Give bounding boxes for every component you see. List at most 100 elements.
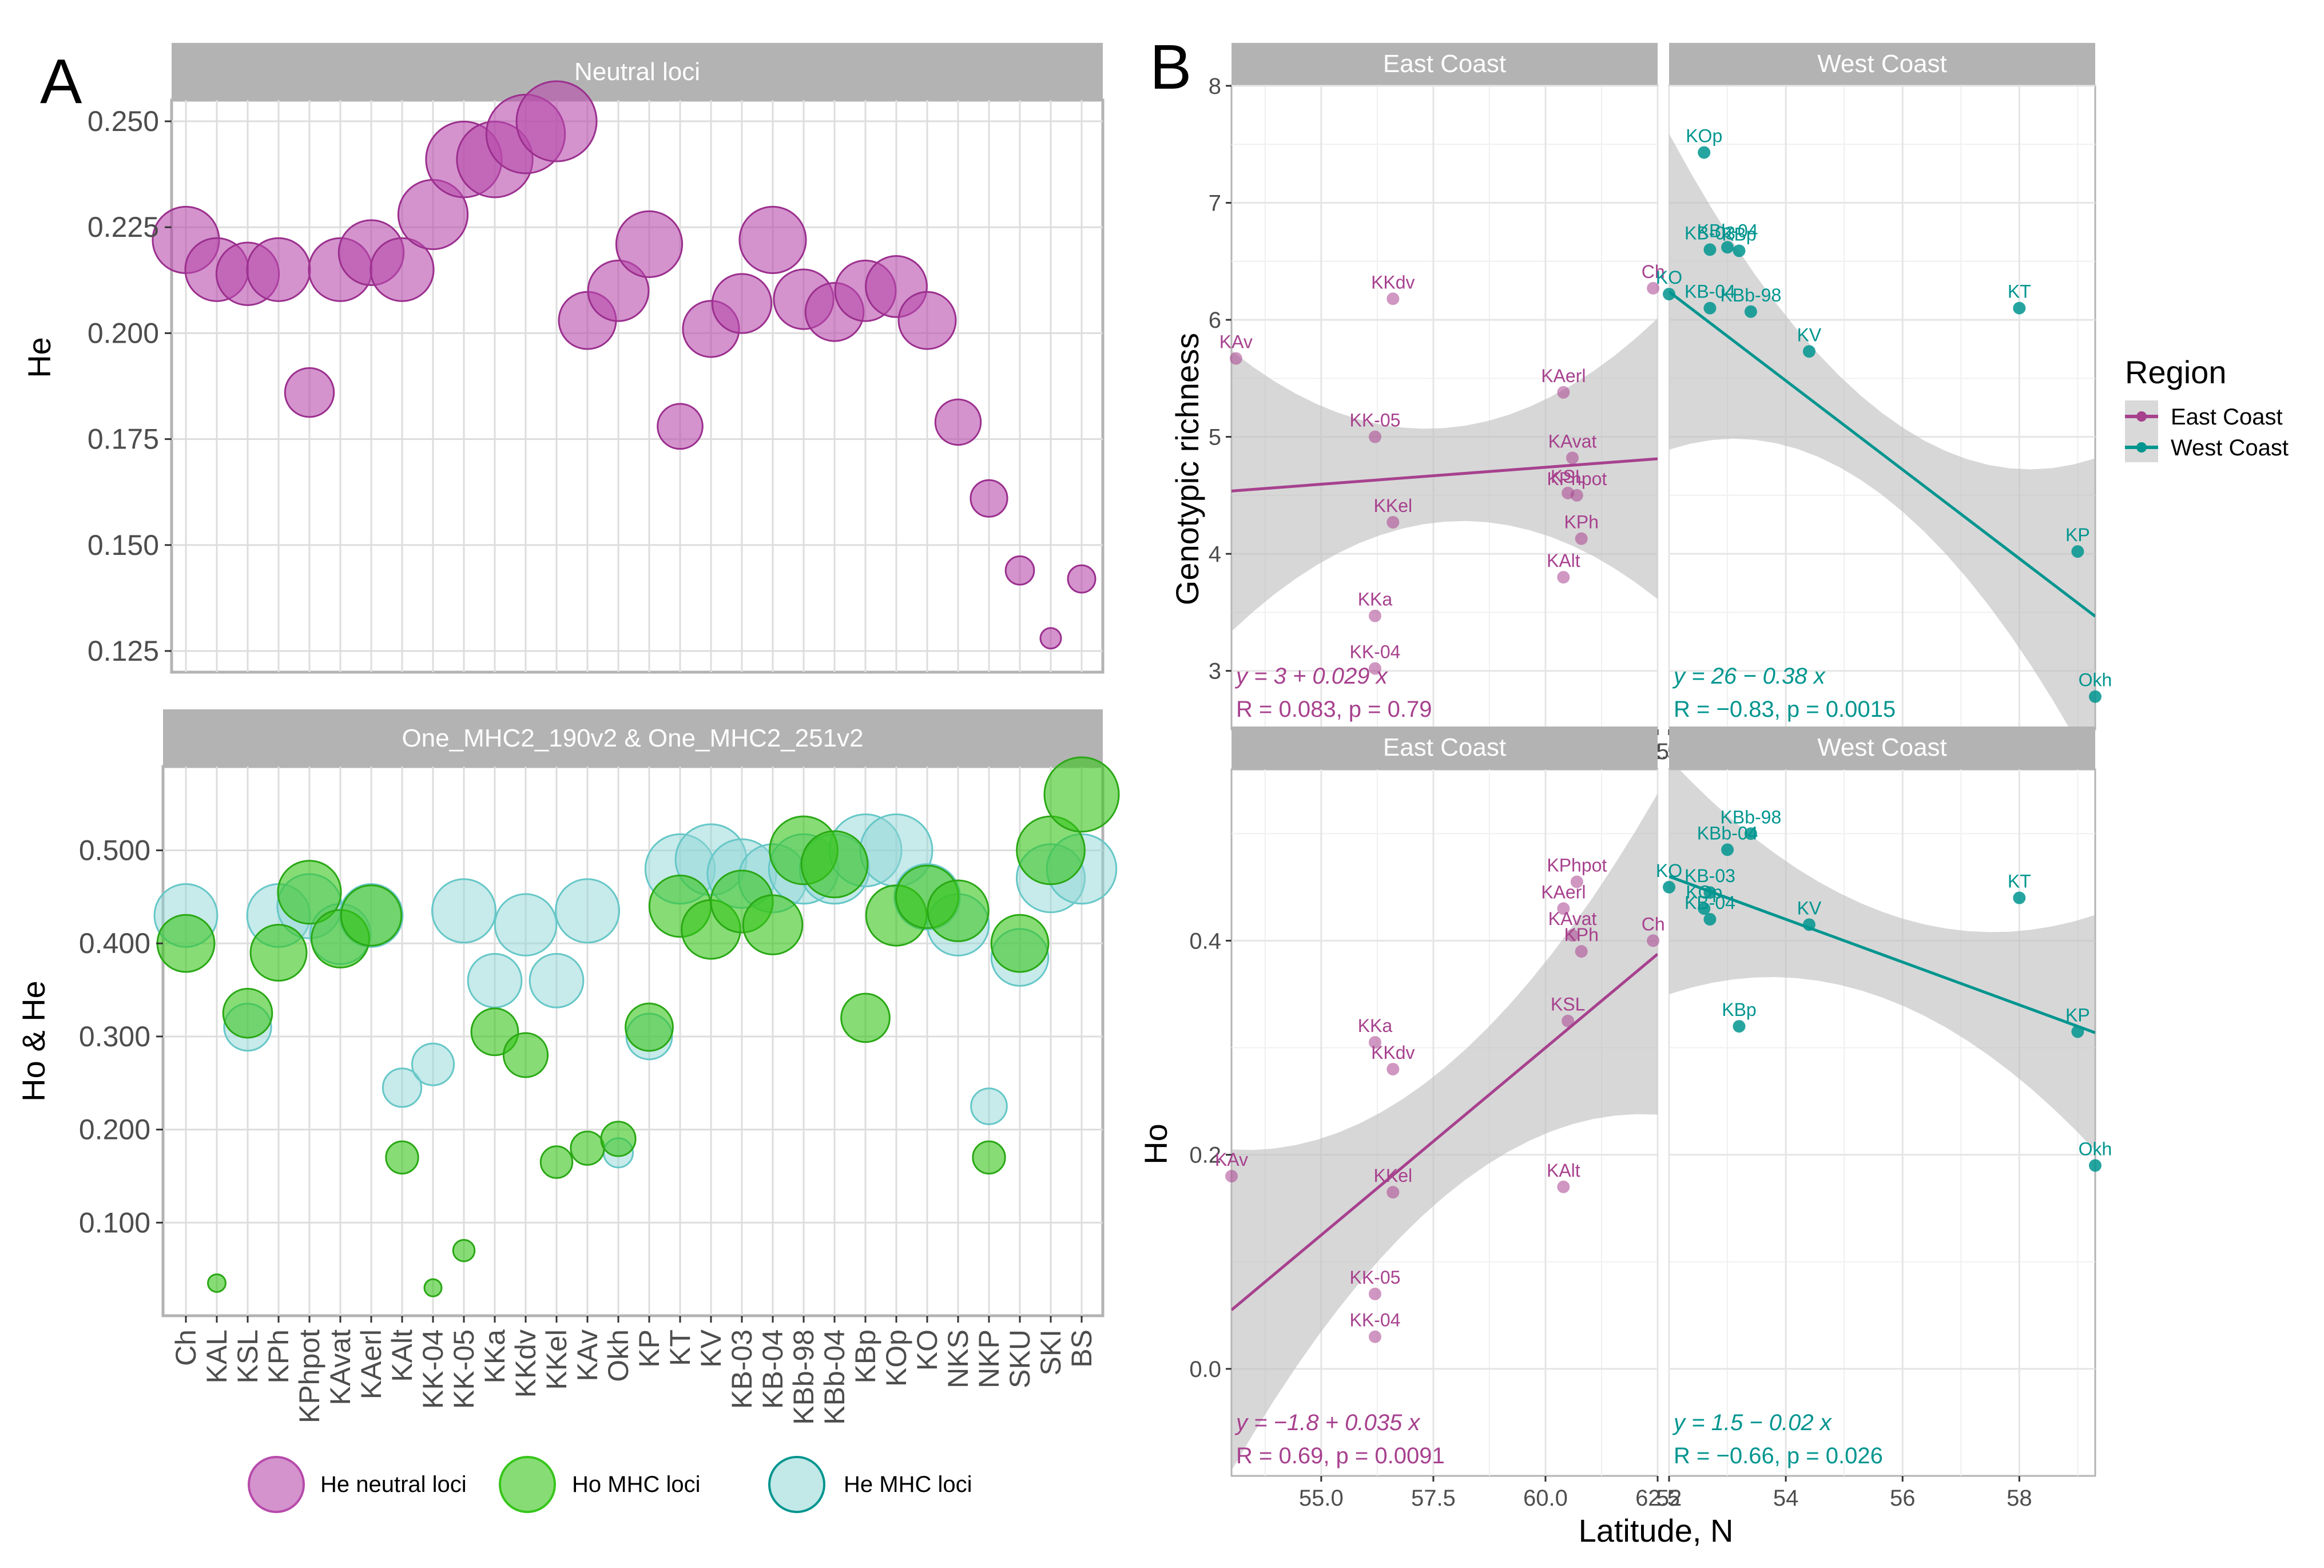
- point-he-neutral-sku: [1004, 555, 1035, 586]
- regression-stats-b-top-east: R = 0.083, p = 0.79: [1236, 697, 1432, 722]
- x-tick-label-kphpot: KPhpot: [293, 1329, 325, 1423]
- point-b-bottom-east-kph: [1575, 945, 1588, 958]
- point-b-bottom-west-kb-03: [1703, 886, 1717, 899]
- y-tick-label-0-200: 0.200: [88, 317, 159, 349]
- point-label-b-top-east-kphpot: KPhpot: [1547, 469, 1607, 489]
- regression-equation-b-bottom-west: y = 1.5 − 0.02 x: [1672, 1410, 1833, 1435]
- point-label-b-top-east-kkdv: KKdv: [1371, 272, 1415, 292]
- strip-mhc: [163, 709, 1103, 767]
- point-b-top-east-kphpot: [1570, 489, 1583, 502]
- x-tick-label-b-bottom-east-57-5: 57.5: [1411, 1486, 1456, 1511]
- point-he-neutral-kp: [615, 210, 684, 278]
- point-b-top-west-kv: [1802, 345, 1815, 358]
- point-b-bottom-east-kavat: [1566, 929, 1579, 942]
- point-ho-mhc-okh: [600, 1121, 637, 1157]
- y-tick-label-b-bottom-0-4: 0.4: [1189, 928, 1221, 954]
- point-b-top-west-ko: [1663, 288, 1675, 301]
- point-he-mhc-kkel: [529, 952, 585, 1009]
- y-ticks-a-bottom: 0.100 0.200 0.300 0.400 0.500: [79, 834, 163, 1238]
- point-he-neutral-bs: [1067, 564, 1097, 594]
- point-label-b-bottom-east-kalt: KAlt: [1547, 1160, 1580, 1181]
- point-ho-mhc-kbp: [840, 993, 891, 1043]
- confidence-band-b-bottom-west: [1669, 769, 2095, 1151]
- point-b-bottom-west-ko: [1663, 880, 1675, 894]
- point-label-b-bottom-east-ksl: KSL: [1551, 994, 1585, 1015]
- point-he-mhc-kalt: [382, 1067, 423, 1108]
- legend-dot-east: [2136, 411, 2147, 422]
- x-tick-label-kalt: KAlt: [386, 1329, 418, 1382]
- legend-swatch-he-neutral: [248, 1456, 305, 1513]
- regression-equation-b-top-east: y = 3 + 0.029 x: [1234, 664, 1389, 689]
- point-b-top-east-kkdv: [1387, 292, 1400, 305]
- x-tick-label-nkp: NKP: [973, 1329, 1005, 1388]
- point-ho-mhc-kkdv: [502, 1032, 549, 1078]
- y-tick-label-b-bottom-0-0: 0.0: [1189, 1357, 1221, 1382]
- panel-label-a: A: [40, 46, 82, 117]
- strip-title-b-top-west: West Coast: [1817, 50, 1947, 78]
- x-tick-label-b-bottom-west-54: 54: [1773, 1486, 1799, 1511]
- point-he-mhc-nkp: [970, 1087, 1008, 1125]
- chart-b-bottom: East Coast 55.0 57.5 60.0 62.5 0.0 0.2 0.4 KPhpo…: [1189, 727, 2112, 1511]
- point-label-b-bottom-east-kkdv: KKdv: [1371, 1042, 1415, 1063]
- y-tick-label-0-300: 0.300: [79, 1021, 150, 1053]
- confidence-band-b-top-west: [1669, 133, 2095, 729]
- point-ho-mhc-kav: [570, 1130, 605, 1166]
- point-b-bottom-east-ksl: [1562, 1014, 1575, 1027]
- x-tick-label-kavat: KAvat: [324, 1329, 356, 1406]
- point-label-b-bottom-west-okh: Okh: [2079, 1138, 2112, 1159]
- point-he-mhc-kka: [467, 952, 523, 1009]
- point-label-b-bottom-west-kv: KV: [1797, 898, 1822, 918]
- point-b-top-east-kav: [1229, 352, 1242, 365]
- chart-a-bottom: One_MHC2_190v2 & One_MHC2_251v2 0.100 0.2…: [15, 709, 1120, 1425]
- strip-neutral-loci: [172, 43, 1103, 100]
- y-tick-label-0-125: 0.125: [88, 635, 159, 667]
- point-ho-mhc-kkel: [539, 1145, 574, 1179]
- point-label-b-bottom-west-kp: KP: [2065, 1005, 2090, 1025]
- point-he-neutral-okh: [587, 259, 650, 322]
- regression-line-b-bottom-west: [1669, 875, 2095, 1034]
- point-b-bottom-west-kv: [1802, 918, 1815, 931]
- point-he-mhc-kk-05: [431, 878, 497, 944]
- point-label-b-bottom-east-kk-05: KK-05: [1349, 1267, 1400, 1288]
- point-b-top-east-kk-04: [1368, 662, 1381, 675]
- point-b-bottom-east-kk-05: [1368, 1287, 1381, 1300]
- point-label-b-top-west-okh: Okh: [2079, 670, 2112, 690]
- legend-label-he-mhc: He MHC loci: [844, 1472, 972, 1497]
- strip-b-top-east: [1231, 43, 1658, 86]
- point-he-mhc-kkdv: [494, 893, 558, 956]
- point-b-bottom-east-kaerl: [1557, 902, 1570, 915]
- y-axis-title-b-bottom: Ho: [1138, 1124, 1174, 1165]
- point-he-neutral-nks: [934, 398, 982, 446]
- point-b-top-west-kop: [1698, 146, 1711, 159]
- point-b-top-west-okh: [2089, 690, 2101, 703]
- point-ho-mhc-kph: [249, 923, 308, 982]
- legend-a: He neutral loci Ho MHC loci He MHC loci: [248, 1456, 972, 1513]
- point-b-bottom-east-kalt: [1557, 1180, 1570, 1193]
- point-label-b-top-west-kb-04: KB-04: [1685, 281, 1735, 302]
- point-label-b-bottom-west-kt: KT: [2008, 871, 2031, 892]
- regression-stats-b-top-west: R = −0.83, p = 0.0015: [1674, 697, 1896, 722]
- x-tick-label-b-bottom-west-58: 58: [2007, 1486, 2032, 1511]
- point-label-b-top-east-kavat: KAvat: [1548, 431, 1597, 451]
- y-ticks-a-top: 0.125 0.150 0.175 0.200 0.225 0.250: [88, 105, 172, 667]
- point-label-b-top-east-kka: KKa: [1358, 589, 1393, 610]
- point-b-bottom-west-kt: [2013, 891, 2026, 904]
- x-ticks-a-bottom: ChKALKSLKPhKPhpotKAvatKAerlKAltKK-04KK-0…: [170, 1316, 1098, 1425]
- regression-line-b-bottom-east: [1231, 952, 1658, 1311]
- regression-stats-b-bottom-west: R = −0.66, p = 0.026: [1674, 1443, 1883, 1468]
- point-he-neutral-kb-04: [738, 205, 807, 275]
- point-ho-mhc-kk-04: [423, 1278, 443, 1297]
- y-tick-label-b-top-7: 7: [1209, 191, 1221, 216]
- point-ho-mhc-kk-05: [452, 1238, 476, 1263]
- legend-key-background: [2125, 400, 2158, 462]
- y-tick-label-0-225: 0.225: [88, 211, 159, 243]
- regression-line-b-top-east: [1231, 457, 1658, 493]
- x-tick-label-kv: KV: [695, 1329, 727, 1367]
- point-ho-mhc-bs: [1043, 756, 1120, 833]
- chart-a-top: Neutral loci 0.1250.1500.1750.2000.2250.…: [21, 43, 1105, 674]
- point-ho-mhc-kphpot: [277, 860, 342, 925]
- marks-a-bottom: [153, 756, 1120, 1297]
- y-tick-label-0-400: 0.400: [79, 927, 150, 959]
- x-tick-label-kb-03: KB-03: [726, 1329, 758, 1409]
- y-tick-label-0-175: 0.175: [88, 423, 159, 455]
